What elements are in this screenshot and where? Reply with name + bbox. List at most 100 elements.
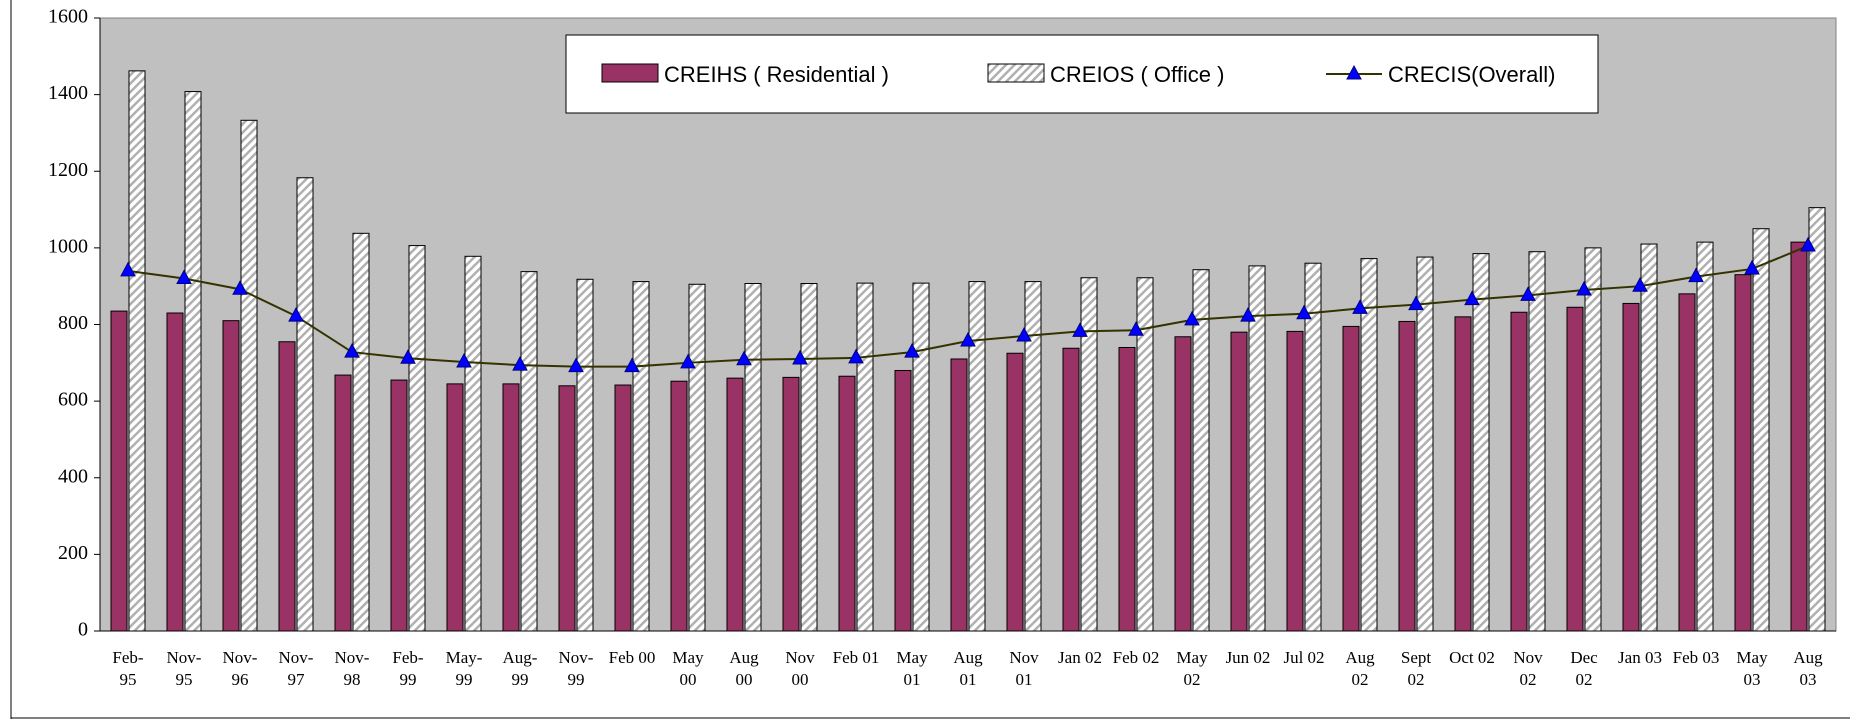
x-tick-label: Aug-99: [503, 648, 538, 689]
x-tick-label: May 03: [1736, 648, 1768, 689]
bar: [1024, 281, 1042, 632]
marker: [512, 356, 528, 371]
x-tick-label: Nov-96: [223, 648, 258, 689]
bar: [632, 281, 650, 632]
marker: [792, 349, 808, 365]
bar: [1808, 207, 1826, 632]
marker: [1408, 295, 1424, 311]
bar: [334, 374, 352, 632]
bar: [128, 70, 146, 632]
bar: [1192, 269, 1210, 632]
bar: [1566, 306, 1584, 632]
bar: [1640, 243, 1658, 632]
x-tick-label: Jun 02: [1226, 648, 1271, 667]
x-tick-label: Nov-99: [559, 648, 594, 689]
bar: [1248, 265, 1266, 632]
marker: [1296, 304, 1312, 320]
x-tick-label: Jan 02: [1058, 648, 1102, 667]
bar: [614, 384, 632, 632]
bar: [894, 369, 912, 632]
bar: [1286, 330, 1304, 632]
y-tick-label: 800: [58, 312, 88, 334]
y-tick-label: 1400: [48, 82, 88, 104]
x-tick-label: Feb 01: [833, 648, 880, 667]
bar: [1230, 331, 1248, 632]
x-tick-label: Nov-97: [279, 648, 314, 689]
y-tick-label: 200: [58, 542, 88, 564]
marker: [960, 331, 976, 347]
bar: [1696, 241, 1714, 632]
bar: [800, 283, 818, 632]
bar: [222, 320, 240, 632]
y-tick-label: 400: [58, 465, 88, 487]
marker: [1016, 326, 1032, 342]
marker: [1576, 280, 1592, 296]
bar: [1006, 352, 1024, 632]
bar: [726, 377, 744, 632]
bar: [1454, 316, 1472, 632]
bar: [670, 380, 688, 632]
marker: [1464, 290, 1480, 306]
bar: [166, 312, 184, 632]
marker: [736, 350, 752, 366]
bar: [184, 91, 202, 632]
bar: [1510, 311, 1528, 632]
marker: [1128, 321, 1144, 336]
x-tick-label: Jul 02: [1283, 648, 1324, 667]
bar: [1118, 346, 1136, 632]
bar: [1734, 274, 1752, 632]
bar: [838, 375, 856, 632]
x-tick-label: Aug 02: [1345, 648, 1375, 689]
legend-swatch: [987, 63, 1045, 83]
x-tick-label: Feb-95: [112, 648, 144, 689]
y-tick-label: 1000: [48, 235, 88, 257]
marker: [400, 349, 416, 364]
bar: [1472, 253, 1490, 632]
legend-marker: [1346, 64, 1362, 80]
bar: [1678, 293, 1696, 632]
bar: [1342, 325, 1360, 632]
x-tick-label: Nov 01: [1009, 648, 1039, 689]
bar: [744, 283, 762, 632]
marker: [1184, 310, 1200, 326]
marker: [1520, 286, 1536, 301]
y-tick-label: 1200: [48, 159, 88, 181]
marker: [176, 269, 192, 285]
marker: [456, 352, 472, 368]
bar: [558, 385, 576, 632]
bar: [1790, 241, 1808, 632]
x-tick-label: Sept 02: [1401, 648, 1432, 689]
bar: [446, 383, 464, 632]
bar: [520, 271, 538, 632]
x-tick-label: May 00: [672, 648, 704, 689]
legend-swatch: [601, 63, 659, 83]
x-tick-label: May-99: [446, 648, 483, 689]
marker: [848, 348, 864, 364]
legend: [565, 34, 1599, 114]
bar: [390, 379, 408, 632]
y-tick-label: 0: [78, 619, 88, 641]
bar: [278, 341, 296, 632]
marker: [1800, 236, 1816, 252]
bar: [352, 232, 370, 632]
marker: [1240, 307, 1256, 322]
bar: [408, 245, 426, 632]
bar: [968, 281, 986, 632]
marker: [288, 307, 304, 322]
x-tick-label: Feb 02: [1113, 648, 1160, 667]
marker: [232, 280, 248, 295]
legend-label: CREIHS ( Residential ): [664, 62, 889, 87]
bar: [856, 282, 874, 632]
marker: [1688, 267, 1704, 283]
x-tick-label: Aug 00: [729, 648, 759, 689]
bar: [1360, 258, 1378, 632]
bar: [576, 278, 594, 632]
bar: [1062, 347, 1080, 632]
marker: [120, 261, 136, 277]
x-tick-label: Nov-95: [167, 648, 202, 689]
x-tick-label: Nov-98: [335, 648, 370, 689]
marker: [1072, 322, 1088, 337]
x-tick-label: Jan 03: [1618, 648, 1662, 667]
x-tick-label: Feb 03: [1673, 648, 1720, 667]
x-tick-label: Oct 02: [1449, 648, 1495, 667]
